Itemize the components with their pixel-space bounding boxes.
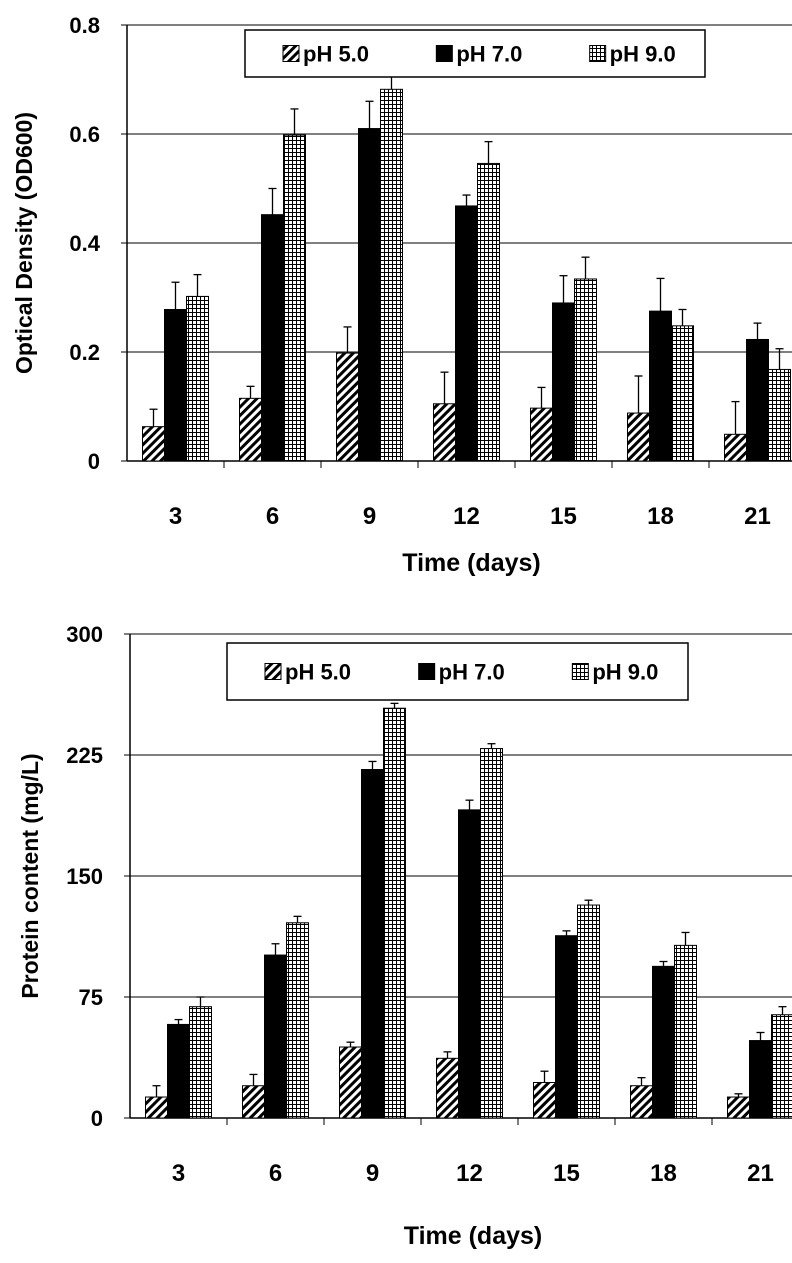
bar [671, 325, 694, 462]
legend-label: pH 9.0 [610, 42, 676, 67]
bar [242, 1085, 265, 1119]
legend-label: pH 5.0 [303, 42, 369, 67]
bar [264, 954, 287, 1119]
bar [555, 935, 578, 1119]
bar [142, 426, 165, 462]
bar [652, 965, 675, 1119]
legend-label: pH 9.0 [592, 660, 658, 685]
bar [649, 310, 672, 462]
bar [574, 278, 597, 462]
bar [164, 308, 187, 462]
bar [436, 1057, 459, 1119]
y-tick-label: 225 [66, 743, 103, 768]
bar [167, 1023, 190, 1119]
x-tick-label: 12 [456, 1160, 483, 1187]
bar [771, 1014, 792, 1119]
legend-swatch [282, 45, 300, 62]
bar [480, 748, 503, 1119]
bar [286, 922, 309, 1119]
y-tick-label: 300 [66, 622, 103, 647]
bar [145, 1096, 168, 1119]
y-tick-label: 0.2 [69, 340, 100, 365]
bar [383, 707, 406, 1119]
y-tick-label: 150 [66, 864, 103, 889]
legend-box [244, 29, 706, 78]
bar [577, 904, 600, 1119]
legend-label: pH 5.0 [285, 660, 351, 685]
bar [380, 88, 403, 462]
y-tick-label: 0.4 [69, 231, 100, 256]
bar [433, 403, 456, 462]
legend-box [226, 642, 689, 701]
bar [727, 1096, 750, 1119]
y-tick-label: 0 [88, 449, 100, 474]
bar [746, 338, 769, 462]
bar [239, 397, 262, 462]
bar [283, 134, 306, 462]
y-tick-label: 75 [79, 985, 103, 1010]
bar [627, 412, 650, 462]
x-axis-title: Time (days) [402, 549, 540, 577]
bar [458, 809, 481, 1119]
legend-swatch [571, 663, 589, 680]
legend-swatch [418, 663, 436, 680]
bar [358, 128, 381, 462]
bar [533, 1082, 556, 1119]
x-tick-label: 9 [366, 1160, 379, 1187]
x-tick-label: 15 [553, 1160, 580, 1187]
y-axis-title: Optical Density (OD600) [11, 112, 37, 374]
x-tick-label: 6 [269, 1160, 282, 1187]
bar [455, 205, 478, 462]
bar [630, 1085, 653, 1119]
x-tick-label: 15 [550, 503, 577, 530]
x-tick-label: 9 [363, 503, 376, 530]
legend-swatch [435, 45, 453, 62]
bar [186, 295, 209, 462]
x-tick-label: 21 [747, 1160, 774, 1187]
bar [336, 352, 359, 462]
y-tick-label: 0.6 [69, 122, 100, 147]
legend-label: pH 7.0 [456, 42, 522, 67]
bar [339, 1046, 362, 1119]
optical-density-chart: 0 0.2 0.4 0.6 0.8 3 6 9 12 15 18 21 pH 5.0 pH 7.0 pH 9… [11, 13, 792, 577]
y-tick-label: 0 [91, 1106, 103, 1131]
x-tick-label: 12 [453, 503, 480, 530]
protein-content-chart: 0 75 150 225 300 3 6 9 12 15 18 21 pH 5.0 pH 7.0 pH 9.… [17, 622, 792, 1250]
bar [530, 407, 553, 462]
x-tick-label: 3 [169, 503, 182, 530]
bar [552, 302, 575, 462]
legend-label: pH 7.0 [439, 660, 505, 685]
x-tick-label: 6 [266, 503, 279, 530]
legend-swatch [589, 45, 607, 62]
bar [477, 162, 500, 462]
x-axis-title: Time (days) [404, 1222, 542, 1250]
bar [361, 769, 384, 1119]
bar [749, 1040, 772, 1119]
x-tick-label: 18 [650, 1160, 677, 1187]
y-axis-title: Protein content (mg/L) [17, 753, 43, 998]
bar [189, 1006, 212, 1119]
x-tick-label: 18 [647, 503, 674, 530]
x-tick-label: 3 [172, 1160, 185, 1187]
legend-swatch [264, 663, 282, 680]
bar [768, 368, 791, 462]
bar [261, 214, 284, 462]
y-tick-label: 0.8 [69, 13, 100, 38]
bar [724, 433, 747, 462]
bar [674, 944, 697, 1119]
x-tick-label: 21 [744, 503, 771, 530]
